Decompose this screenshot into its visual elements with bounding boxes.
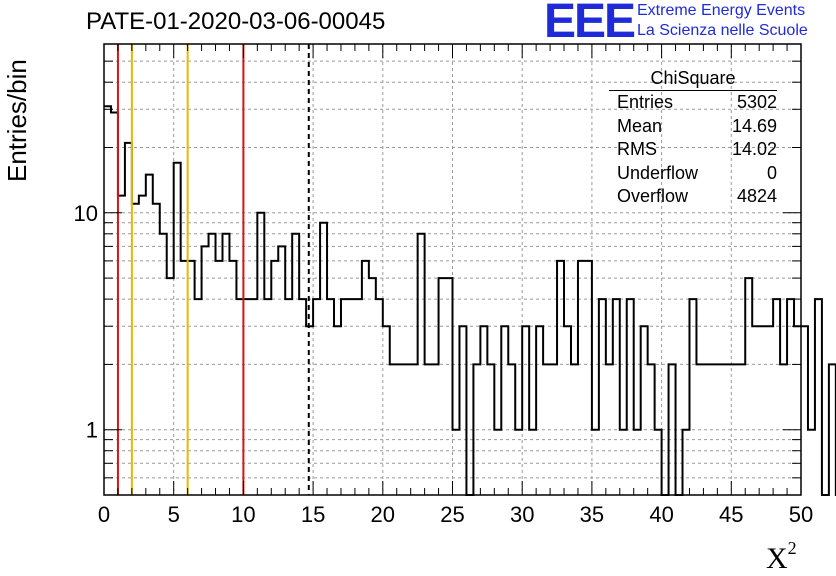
stat-value: 14.02 bbox=[731, 139, 777, 159]
x-tick-label: 0 bbox=[98, 502, 110, 527]
stat-row-underflow: Underflow 0 bbox=[609, 162, 777, 186]
x-tick-label: 30 bbox=[510, 502, 534, 527]
x-tick-label: 25 bbox=[440, 502, 464, 527]
x-tick-label: 50 bbox=[789, 502, 813, 527]
x-tick-label: 45 bbox=[719, 502, 743, 527]
histogram-outline bbox=[104, 105, 836, 496]
y-tick-label: 10 bbox=[74, 201, 98, 226]
y-tick-label: 1 bbox=[86, 418, 98, 443]
stat-value: 4824 bbox=[736, 186, 777, 206]
logo-eee-text: EEE bbox=[544, 0, 636, 48]
stats-title: ChiSquare bbox=[609, 66, 777, 91]
stats-rows: Entries 5302 Mean 14.69 RMS 14.02 Underflow… bbox=[609, 91, 777, 209]
stats-box: ChiSquare Entries 5302 Mean 14.69 RMS 14.02… bbox=[609, 66, 777, 209]
stat-value: 0 bbox=[766, 162, 777, 183]
stat-label: RMS bbox=[617, 139, 657, 159]
stat-label: Entries bbox=[617, 92, 674, 112]
x-tick-label: 40 bbox=[649, 502, 673, 527]
stat-label: Overflow bbox=[617, 186, 689, 206]
logo-line-2: La Scienza nelle Scuole bbox=[637, 22, 808, 39]
x-axis-label-base: X bbox=[766, 542, 788, 575]
x-axis-label: X2 bbox=[766, 538, 797, 576]
x-tick-label: 10 bbox=[231, 502, 255, 527]
x-tick-label: 20 bbox=[371, 502, 395, 527]
chart-title: PATE-01-2020-03-06-00045 bbox=[86, 8, 386, 35]
stat-row-entries: Entries 5302 bbox=[609, 91, 777, 115]
stat-value: 5302 bbox=[736, 92, 777, 112]
x-tick-label: 5 bbox=[168, 502, 180, 527]
stat-row-rms: RMS 14.02 bbox=[609, 138, 777, 162]
logo-line-1: Extreme Energy Events bbox=[637, 2, 806, 19]
stat-label: Mean bbox=[617, 115, 663, 136]
x-tick-label: 35 bbox=[580, 502, 604, 527]
stat-value: 14.69 bbox=[731, 115, 777, 136]
stat-row-mean: Mean 14.69 bbox=[609, 115, 777, 139]
x-tick-label: 15 bbox=[301, 502, 325, 527]
stat-label: Underflow bbox=[617, 162, 699, 183]
eee-logo: EEE Extreme Energy Events La Scienza nel… bbox=[544, 0, 836, 48]
x-axis-label-sup: 2 bbox=[787, 538, 797, 558]
stat-row-overflow: Overflow 4824 bbox=[609, 185, 777, 209]
